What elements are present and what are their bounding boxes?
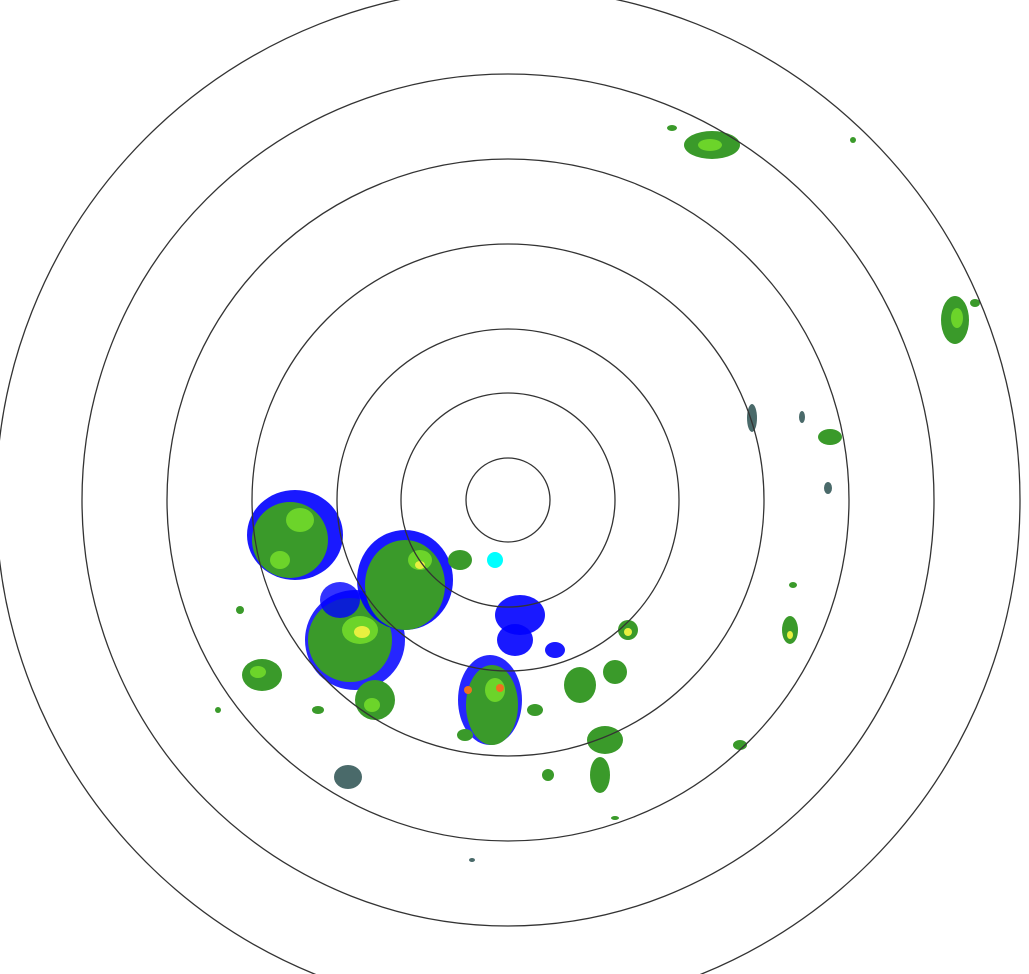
- echo-moderate: [590, 757, 610, 793]
- echo-moderate-bright: [270, 551, 290, 569]
- echo-moderate: [587, 726, 623, 754]
- echo-strong: [354, 626, 370, 638]
- echo-strong: [415, 561, 425, 569]
- echo-moderate: [564, 667, 596, 703]
- echo-muted: [469, 858, 475, 862]
- echo-moderate: [457, 729, 473, 741]
- echo-moderate: [236, 606, 244, 614]
- range-ring: [465, 457, 551, 543]
- echo-moderate: [466, 665, 518, 745]
- range-ring: [81, 73, 935, 927]
- echo-moderate: [603, 660, 627, 684]
- precipitation-echoes: [215, 125, 980, 862]
- range-ring: [336, 328, 680, 672]
- echo-very-strong: [496, 684, 504, 692]
- echo-muted: [824, 482, 832, 494]
- echo-moderate: [542, 769, 554, 781]
- echo-moderate: [818, 429, 842, 445]
- echo-muted: [799, 411, 805, 423]
- echo-moderate: [789, 582, 797, 588]
- echo-weak: [495, 595, 545, 635]
- echo-light: [487, 552, 503, 568]
- echo-moderate: [782, 616, 798, 644]
- range-ring: [166, 158, 850, 842]
- echo-moderate: [850, 137, 856, 143]
- echo-strong: [787, 631, 793, 639]
- echo-moderate: [312, 706, 324, 714]
- echo-moderate-bright: [364, 698, 380, 712]
- range-ring: [251, 243, 765, 757]
- echo-moderate: [448, 550, 472, 570]
- echo-moderate-bright: [951, 308, 963, 328]
- echo-moderate: [667, 125, 677, 131]
- echo-moderate: [215, 707, 221, 713]
- echo-weak: [320, 582, 360, 618]
- echo-weak: [497, 624, 533, 656]
- echo-very-strong: [464, 686, 472, 694]
- echo-moderate-bright: [250, 666, 266, 678]
- echo-moderate: [365, 540, 445, 630]
- range-ring: [400, 392, 616, 608]
- echo-strong: [624, 628, 632, 636]
- echo-moderate: [611, 816, 619, 820]
- echo-moderate: [970, 299, 980, 307]
- echo-moderate: [527, 704, 543, 716]
- echo-weak: [545, 642, 565, 658]
- echo-muted: [334, 765, 362, 789]
- echo-muted: [747, 404, 757, 432]
- echo-moderate-bright: [286, 508, 314, 532]
- echo-moderate-bright: [698, 139, 722, 151]
